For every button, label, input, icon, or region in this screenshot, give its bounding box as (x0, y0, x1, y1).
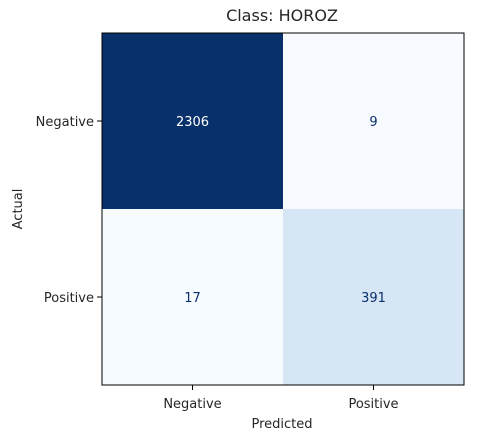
y-tick-label: Negative (36, 115, 94, 130)
heatmap-cell (102, 209, 283, 385)
plot-frame (101, 32, 465, 386)
cell-value-label: 391 (361, 291, 386, 306)
heatmap-cell (102, 33, 283, 209)
y-axis-label: Actual (11, 189, 26, 230)
x-ticks: Negative Positive (163, 385, 399, 412)
cell-value-label: 17 (184, 291, 201, 306)
x-tick-label: Positive (348, 397, 398, 412)
y-tick-label: Positive (44, 291, 94, 306)
y-ticks: Negative Positive (36, 115, 102, 306)
chart-title: Class: HOROZ (226, 6, 338, 25)
cell-value-label: 9 (369, 115, 377, 130)
heatmap-cell (283, 209, 464, 385)
heatmap-cells: 2306 9 17 391 (102, 33, 464, 385)
x-axis-label: Predicted (251, 417, 312, 432)
heatmap-cell (283, 33, 464, 209)
x-tick-label: Negative (163, 397, 221, 412)
cell-value-label: 2306 (176, 115, 209, 130)
